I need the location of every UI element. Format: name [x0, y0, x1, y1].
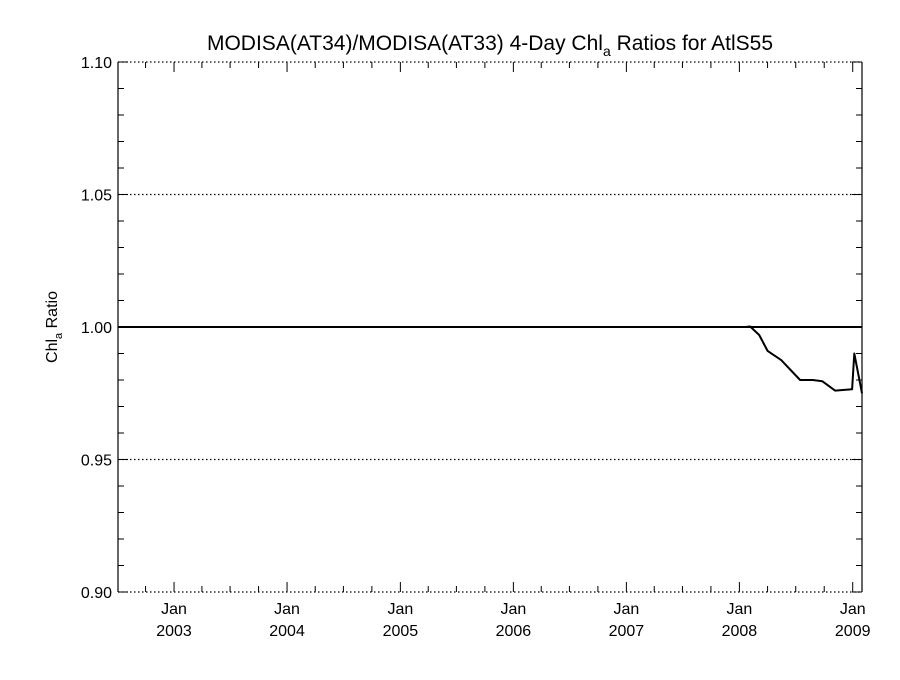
- chart-title-subscript: a: [603, 43, 611, 59]
- y-tick-label: 1.05: [81, 188, 112, 205]
- x-tick-month-label: Jan: [387, 601, 413, 618]
- series-layer: [745, 325, 863, 394]
- x-tick-month-label: Jan: [161, 601, 187, 618]
- y-axis-label-suffix: Ratio: [44, 291, 61, 333]
- y-tick-label: 0.95: [81, 453, 112, 470]
- x-tick-year-label: 2009: [835, 623, 871, 640]
- label-layer: 0.90 0.95 1.00 1.05 1.10 Jan 2003 Jan 2004 Jan 200…: [44, 32, 871, 640]
- y-tick-label: 1.10: [81, 55, 112, 72]
- y-axis-label-subscript: a: [53, 332, 65, 339]
- y-tick-label: 0.90: [81, 585, 112, 602]
- x-tick-year-label: 2007: [609, 623, 645, 640]
- x-tick-year-label: 2005: [383, 623, 419, 640]
- x-tick-year-label: 2008: [722, 623, 758, 640]
- x-tick-month-label: Jan: [840, 601, 866, 618]
- x-tick-month-label: Jan: [726, 601, 752, 618]
- x-tick-month-label: Jan: [274, 601, 300, 618]
- chart-title: MODISA(AT34)/MODISA(AT33) 4-Day Chla Rat…: [207, 32, 773, 59]
- chart-title-main: MODISA(AT34)/MODISA(AT33) 4-Day Chl: [207, 32, 603, 55]
- y-axis-label: Chla Ratio: [44, 291, 65, 363]
- x-tick-year-label: 2003: [156, 623, 192, 640]
- x-tick-month-label: Jan: [500, 601, 526, 618]
- axes-layer: [117, 61, 863, 593]
- series-line: [745, 325, 863, 394]
- x-tick-year-label: 2006: [496, 623, 532, 640]
- y-tick-label: 1.00: [81, 320, 112, 337]
- y-axis-label-main: Chl: [44, 339, 61, 363]
- x-tick-year-label: 2004: [269, 623, 305, 640]
- chart-title-suffix: Ratios for AtlS55: [611, 32, 773, 55]
- x-tick-month-label: Jan: [613, 601, 639, 618]
